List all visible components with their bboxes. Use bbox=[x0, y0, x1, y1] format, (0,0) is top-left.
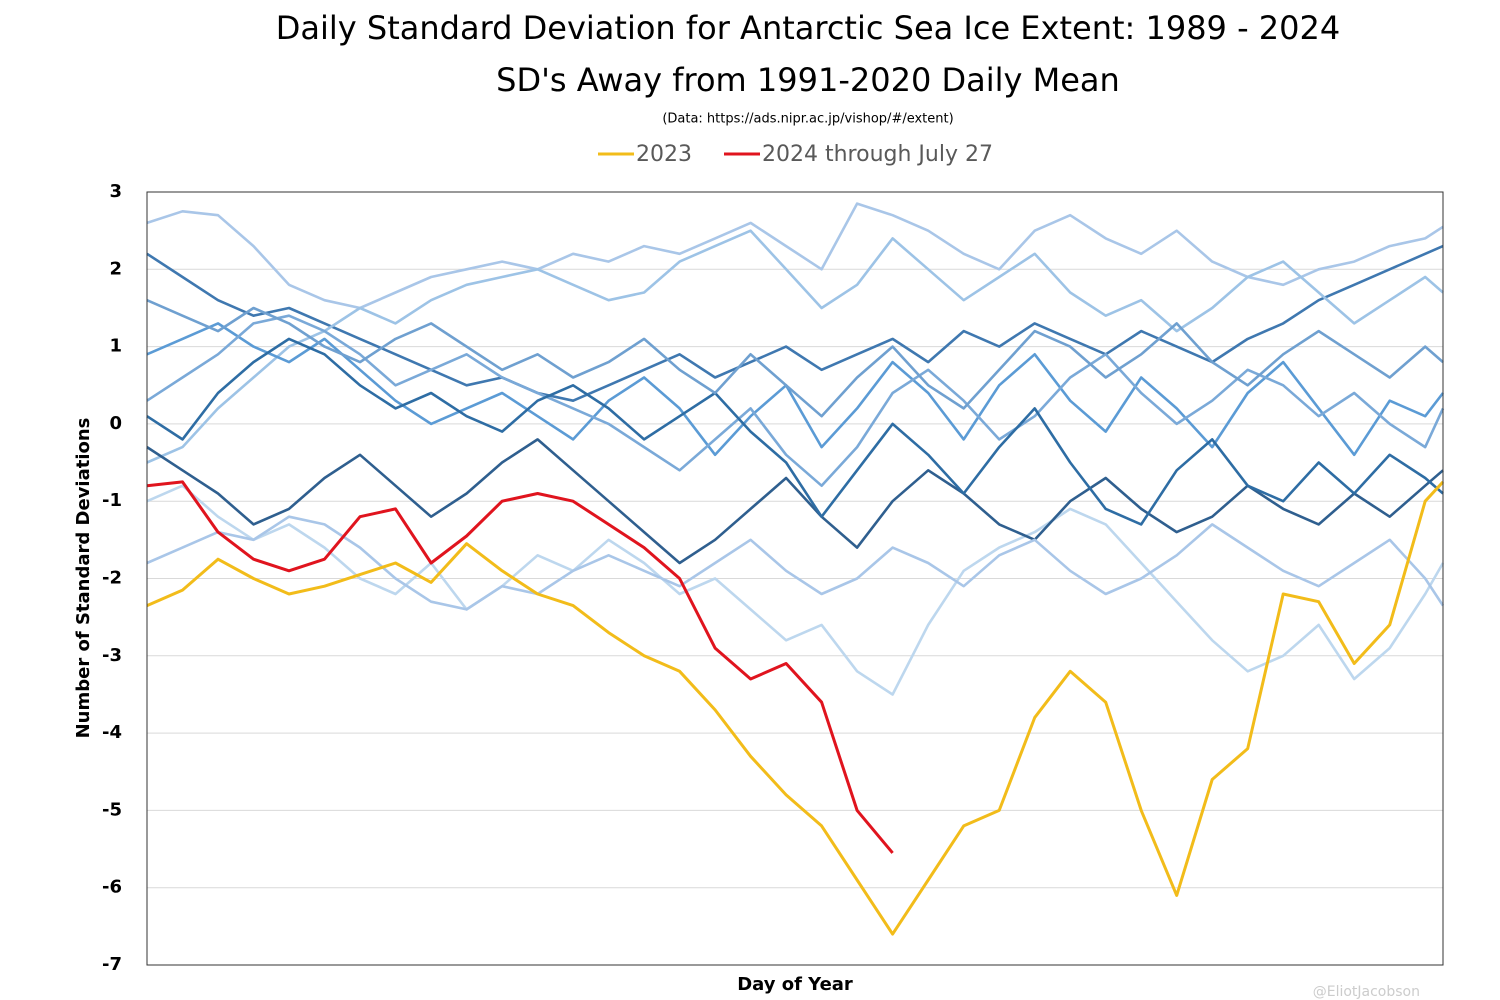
y-tick-label: -2 bbox=[102, 568, 122, 589]
y-tick-label: 1 bbox=[109, 336, 122, 357]
y-tick-label: -1 bbox=[102, 490, 122, 511]
series-line bbox=[146, 515, 1445, 611]
y-tick-label: -6 bbox=[102, 877, 122, 898]
y-axis-label: Number of Standard Deviations bbox=[73, 418, 94, 739]
series-line bbox=[146, 202, 1444, 310]
y-tick-label: 0 bbox=[109, 413, 122, 434]
y-tick-label: 3 bbox=[109, 181, 122, 202]
y-tick-label: 2 bbox=[109, 258, 122, 279]
series-line bbox=[146, 438, 1444, 565]
legend-label: 2023 bbox=[636, 142, 692, 167]
series-line bbox=[146, 337, 1444, 526]
source-note: (Data: https://ads.nipr.ac.jp/vishop/#/e… bbox=[662, 112, 953, 127]
y-tick-label: -3 bbox=[102, 645, 122, 666]
series-line bbox=[146, 480, 894, 854]
chart-title: Daily Standard Deviation for Antarctic S… bbox=[276, 9, 1340, 47]
watermark: @EliotJacobson bbox=[1313, 984, 1420, 1000]
series-line bbox=[146, 299, 1444, 418]
y-tick-label: -5 bbox=[102, 799, 122, 820]
series-line bbox=[146, 322, 1445, 457]
y-tick-label: -7 bbox=[102, 954, 122, 975]
series-line bbox=[146, 244, 1444, 402]
plot-frame bbox=[146, 191, 1444, 966]
series-line bbox=[146, 229, 1444, 464]
y-tick-label: -4 bbox=[102, 722, 122, 743]
chart-subtitle: SD's Away from 1991-2020 Daily Mean bbox=[496, 61, 1120, 99]
x-axis-label: Day of Year bbox=[737, 974, 853, 995]
series-line bbox=[146, 480, 1445, 936]
series-line bbox=[146, 484, 1445, 696]
legend-label: 2024 through July 27 bbox=[762, 142, 993, 167]
